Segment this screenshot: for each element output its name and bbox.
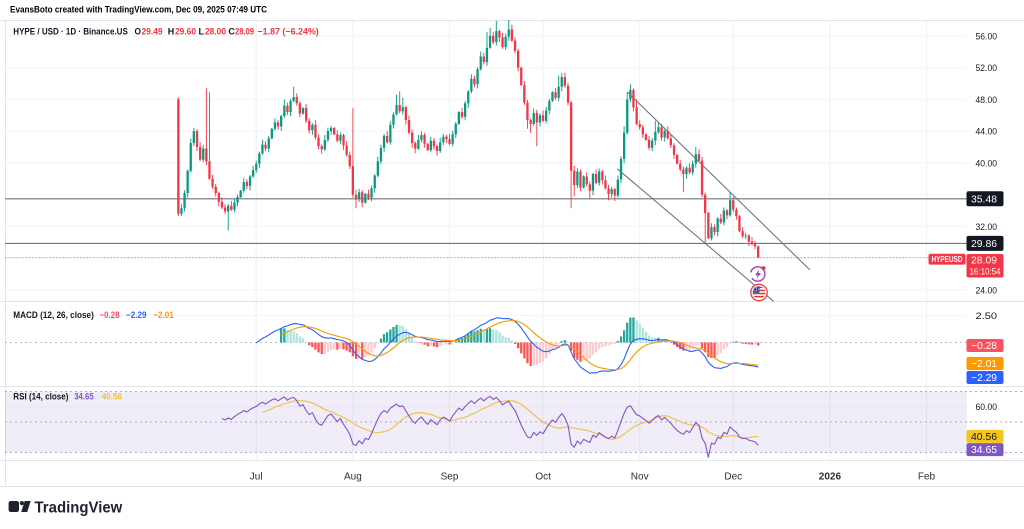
svg-text:TradingView: TradingView bbox=[35, 500, 124, 517]
svg-text:RSI (14, close): RSI (14, close) bbox=[13, 391, 68, 401]
svg-text:L: L bbox=[199, 26, 205, 36]
svg-text:28.09: 28.09 bbox=[971, 256, 997, 267]
svg-text:40.56: 40.56 bbox=[971, 432, 997, 443]
svg-text:2.50: 2.50 bbox=[976, 311, 998, 322]
svg-text:−2.29: −2.29 bbox=[971, 373, 997, 384]
svg-text:60.00: 60.00 bbox=[976, 402, 998, 413]
svg-text:Dec: Dec bbox=[724, 472, 742, 483]
svg-text:29.60: 29.60 bbox=[175, 26, 196, 36]
svg-text:52.00: 52.00 bbox=[976, 63, 998, 74]
svg-text:56.00: 56.00 bbox=[976, 31, 998, 42]
svg-text:16:10:54: 16:10:54 bbox=[970, 266, 1001, 276]
svg-text:EvansBoto created with Trading: EvansBoto created with TradingView.com, … bbox=[10, 4, 267, 15]
svg-text:O: O bbox=[135, 26, 142, 36]
svg-text:Aug: Aug bbox=[344, 472, 362, 483]
svg-text:MACD (12, 26, close): MACD (12, 26, close) bbox=[13, 310, 94, 320]
svg-text:−2.01: −2.01 bbox=[153, 310, 174, 320]
svg-text:2026: 2026 bbox=[819, 472, 842, 483]
svg-text:Oct: Oct bbox=[535, 472, 551, 483]
svg-text:29.49: 29.49 bbox=[142, 26, 163, 36]
svg-text:−1.87 (−6.24%): −1.87 (−6.24%) bbox=[258, 26, 319, 36]
svg-text:40.56: 40.56 bbox=[102, 391, 122, 401]
svg-text:34.65: 34.65 bbox=[971, 445, 997, 456]
svg-text:Feb: Feb bbox=[918, 472, 936, 483]
svg-text:44.00: 44.00 bbox=[976, 127, 998, 138]
svg-text:40.00: 40.00 bbox=[976, 158, 998, 169]
svg-text:−2.29: −2.29 bbox=[126, 310, 147, 320]
svg-text:35.48: 35.48 bbox=[971, 194, 997, 205]
svg-text:H: H bbox=[168, 26, 175, 36]
svg-text:34.65: 34.65 bbox=[74, 391, 94, 401]
svg-text:C: C bbox=[228, 26, 235, 36]
svg-text:28.00: 28.00 bbox=[205, 26, 226, 36]
svg-text:48.00: 48.00 bbox=[976, 95, 998, 106]
svg-text:Nov: Nov bbox=[631, 472, 649, 483]
svg-text:HYPE / USD · 1D · Binance.US: HYPE / USD · 1D · Binance.US bbox=[13, 26, 128, 36]
svg-text:−0.28: −0.28 bbox=[971, 341, 997, 352]
svg-text:Sep: Sep bbox=[441, 472, 459, 483]
svg-text:32.00: 32.00 bbox=[976, 222, 998, 233]
svg-text:28.09: 28.09 bbox=[235, 26, 254, 36]
svg-text:Jul: Jul bbox=[250, 472, 263, 483]
svg-text:29.86: 29.86 bbox=[971, 239, 997, 250]
svg-text:HYPEUSD: HYPEUSD bbox=[932, 255, 963, 264]
svg-text:−2.01: −2.01 bbox=[971, 359, 997, 370]
svg-text:24.00: 24.00 bbox=[976, 285, 998, 296]
svg-text:−0.28: −0.28 bbox=[100, 310, 120, 320]
